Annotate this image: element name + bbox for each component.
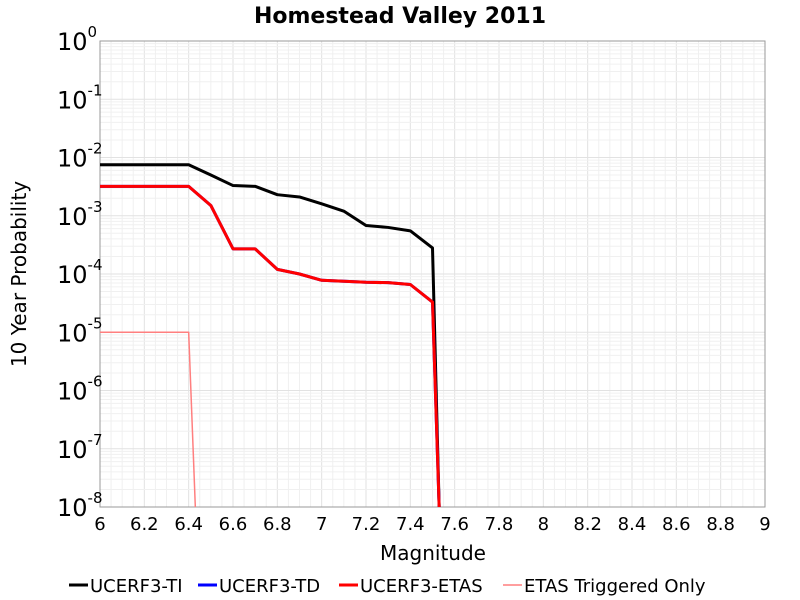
x-tick-label: 6.8 <box>263 514 292 535</box>
x-tick-label: 6.2 <box>130 514 159 535</box>
x-tick-label: 6.4 <box>174 514 203 535</box>
plot-area <box>99 40 766 508</box>
y-tick-label: 10-8 <box>57 489 103 522</box>
x-tick-label: 8.6 <box>662 514 691 535</box>
y-axis-ticks: 100 10-1 10-2 10-3 10-4 10-5 10-6 10-7 10-8 <box>57 23 103 522</box>
series-line-1 <box>100 163 441 508</box>
y-tick-label: 100 <box>57 23 97 56</box>
x-tick-label: 7.4 <box>396 514 425 535</box>
legend-label-1: UCERF3-TI <box>90 576 183 597</box>
grid <box>99 41 766 508</box>
legend-label-2: UCERF3-TD <box>219 576 320 597</box>
x-tick-label: 9 <box>759 514 770 535</box>
series-line-4 <box>100 331 197 508</box>
x-tick-label: 8.2 <box>573 514 602 535</box>
chart-title: Homestead Valley 2011 <box>254 4 546 29</box>
x-tick-label: 7 <box>316 514 327 535</box>
series-layer <box>100 163 441 508</box>
x-tick-label: 8 <box>538 514 549 535</box>
series-line-3 <box>100 184 441 508</box>
x-tick-label: 6.6 <box>219 514 248 535</box>
x-axis-ticks: 6 6.2 6.4 6.6 6.8 7 7.2 7.4 7.6 7.8 8 8.2 8.4 8.6 8.8 9 <box>94 514 770 535</box>
x-tick-label: 8.4 <box>618 514 647 535</box>
y-tick-label: 10-2 <box>57 140 103 173</box>
x-axis-title: Magnitude <box>380 541 486 565</box>
legend-label-3: UCERF3-ETAS <box>360 576 483 597</box>
legend: UCERF3-TI UCERF3-TD UCERF3-ETAS ETAS Trigge… <box>69 576 706 597</box>
y-tick-label: 10-6 <box>57 373 103 406</box>
y-tick-label: 10-1 <box>57 81 103 114</box>
x-tick-label: 7.2 <box>352 514 381 535</box>
x-tick-label: 7.8 <box>485 514 514 535</box>
y-tick-label: 10-4 <box>57 256 103 289</box>
y-tick-label: 10-5 <box>57 314 103 347</box>
legend-label-4: ETAS Triggered Only <box>524 576 706 597</box>
y-axis-title: 10 Year Probability <box>7 181 31 367</box>
y-tick-label: 10-7 <box>57 431 103 464</box>
x-tick-label: 7.6 <box>440 514 469 535</box>
x-tick-label: 6 <box>94 514 105 535</box>
y-tick-label: 10-3 <box>57 198 103 231</box>
x-tick-label: 8.8 <box>706 514 735 535</box>
